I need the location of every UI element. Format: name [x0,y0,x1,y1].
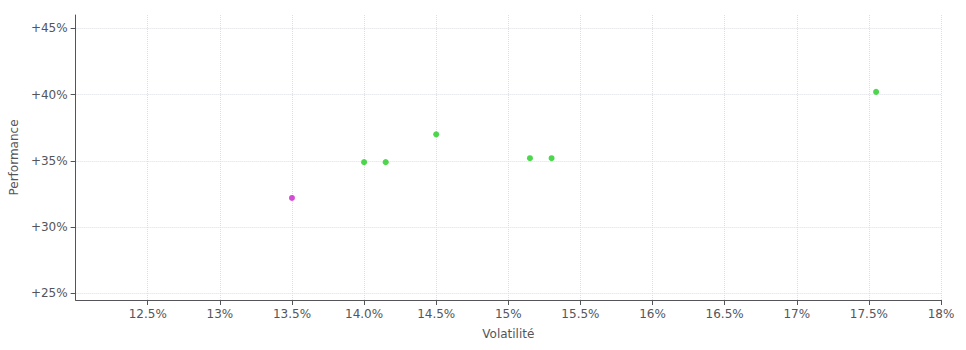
svg-text:14.5%: 14.5% [417,307,455,321]
svg-text:17.5%: 17.5% [850,307,888,321]
svg-text:16.5%: 16.5% [706,307,744,321]
svg-text:18%: 18% [928,307,955,321]
svg-text:16%: 16% [639,307,666,321]
svg-text:13.5%: 13.5% [273,307,311,321]
svg-text:+35%: +35% [31,154,68,168]
svg-text:12.5%: 12.5% [129,307,167,321]
svg-text:Performance: Performance [7,119,21,195]
svg-text:+40%: +40% [31,88,68,102]
svg-text:+25%: +25% [31,286,68,300]
svg-text:14.0%: 14.0% [345,307,383,321]
svg-text:+45%: +45% [31,21,68,35]
svg-text:17%: 17% [783,307,810,321]
svg-text:Volatilité: Volatilité [482,327,534,341]
svg-text:+30%: +30% [31,220,68,234]
svg-text:15.5%: 15.5% [561,307,599,321]
svg-text:13%: 13% [207,307,234,321]
svg-text:15%: 15% [495,307,522,321]
